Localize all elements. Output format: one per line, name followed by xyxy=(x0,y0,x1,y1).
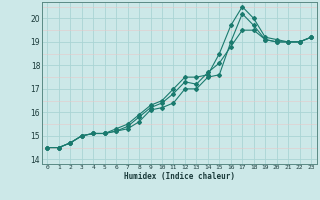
X-axis label: Humidex (Indice chaleur): Humidex (Indice chaleur) xyxy=(124,172,235,181)
